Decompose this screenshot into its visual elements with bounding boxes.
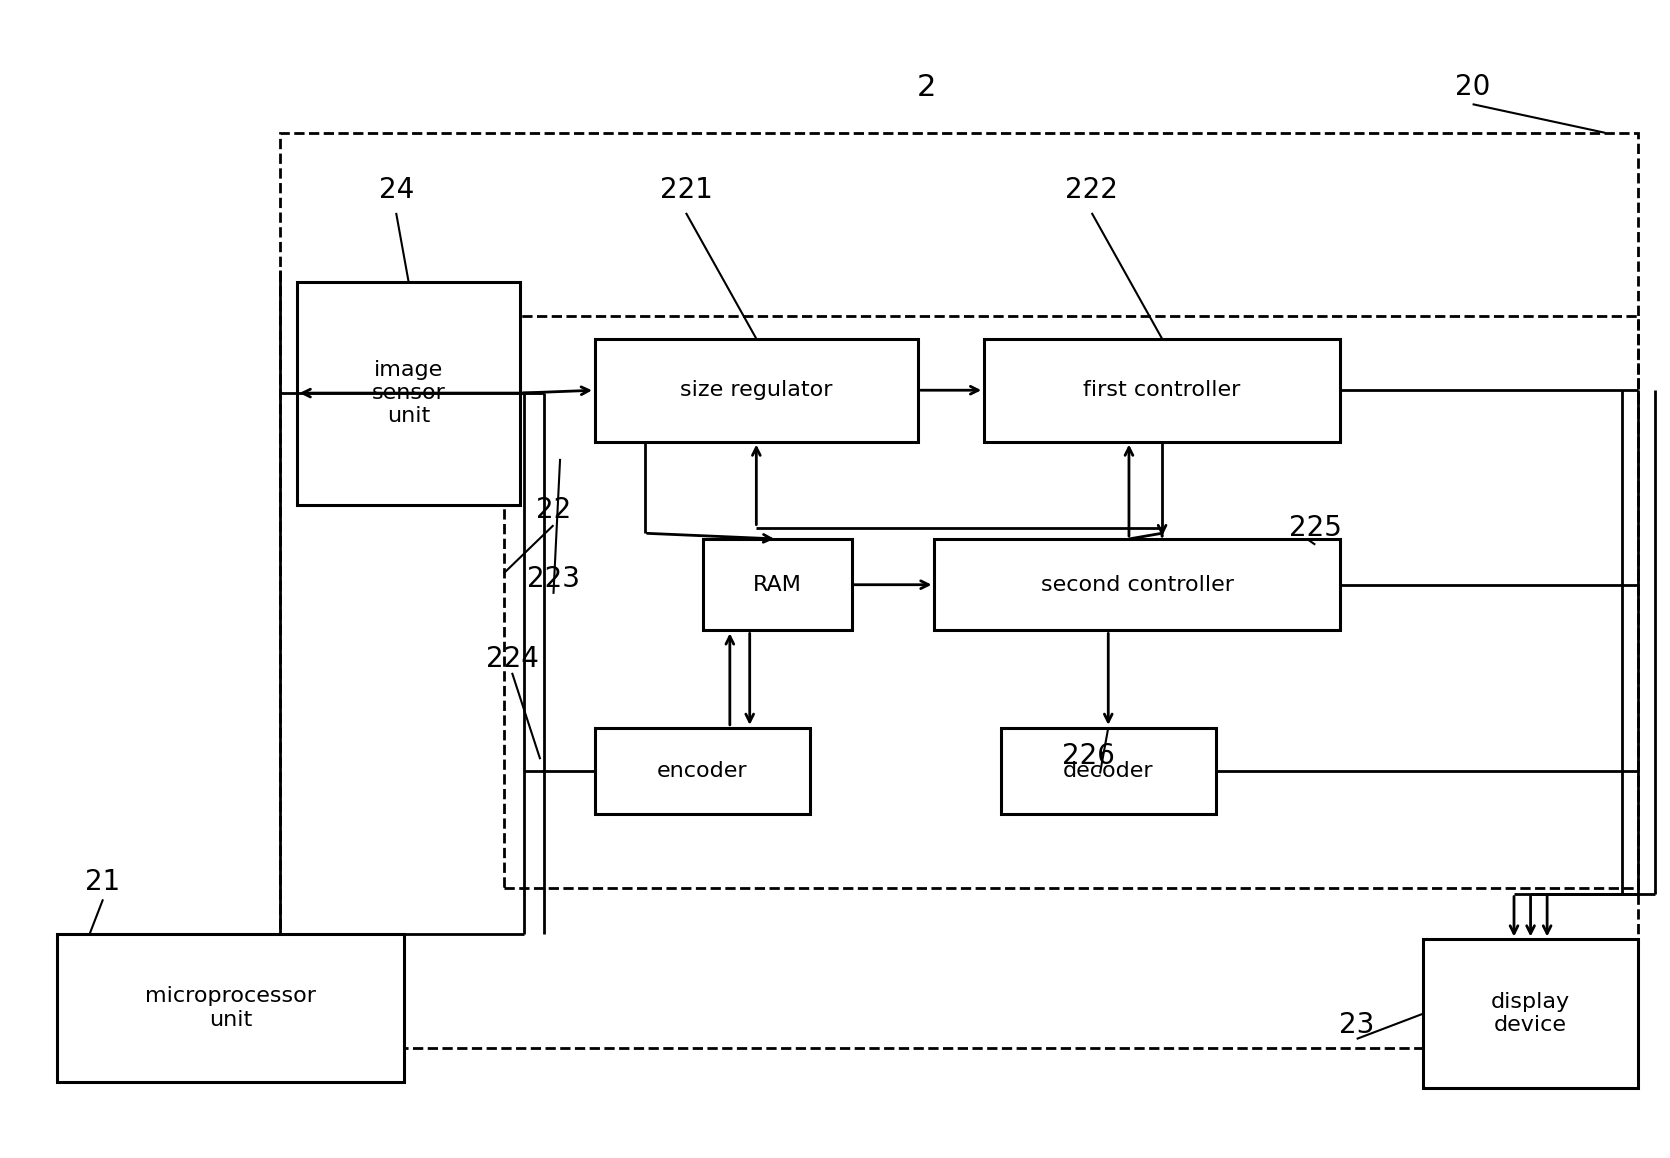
Text: 223: 223: [528, 565, 579, 593]
Text: second controller: second controller: [1040, 574, 1234, 595]
Text: 224: 224: [486, 645, 538, 673]
Text: 2: 2: [917, 73, 935, 102]
Text: display
device: display device: [1491, 992, 1570, 1035]
Text: 23: 23: [1339, 1011, 1374, 1039]
Text: size regulator: size regulator: [680, 380, 833, 401]
Bar: [984, 339, 1339, 441]
Bar: [595, 339, 918, 441]
Text: 22: 22: [536, 497, 571, 525]
Bar: [57, 933, 404, 1083]
Text: encoder: encoder: [658, 761, 748, 780]
Text: decoder: decoder: [1062, 761, 1154, 780]
Text: 21: 21: [85, 868, 120, 896]
Bar: [703, 538, 852, 630]
Bar: [297, 281, 521, 505]
Text: 24: 24: [379, 176, 414, 204]
Text: 20: 20: [1455, 73, 1490, 101]
Bar: [281, 133, 1638, 1048]
Bar: [504, 316, 1638, 888]
Bar: [935, 538, 1339, 630]
Text: 222: 222: [1065, 176, 1119, 204]
Text: RAM: RAM: [753, 574, 802, 595]
Text: image
sensor
unit: image sensor unit: [372, 360, 446, 426]
Bar: [595, 727, 810, 814]
Text: 226: 226: [1062, 742, 1116, 770]
Text: 225: 225: [1289, 513, 1341, 542]
Bar: [1000, 727, 1216, 814]
Text: 221: 221: [660, 176, 713, 204]
Bar: [1423, 939, 1638, 1089]
Text: first controller: first controller: [1084, 380, 1241, 401]
Text: microprocessor
unit: microprocessor unit: [145, 987, 316, 1029]
